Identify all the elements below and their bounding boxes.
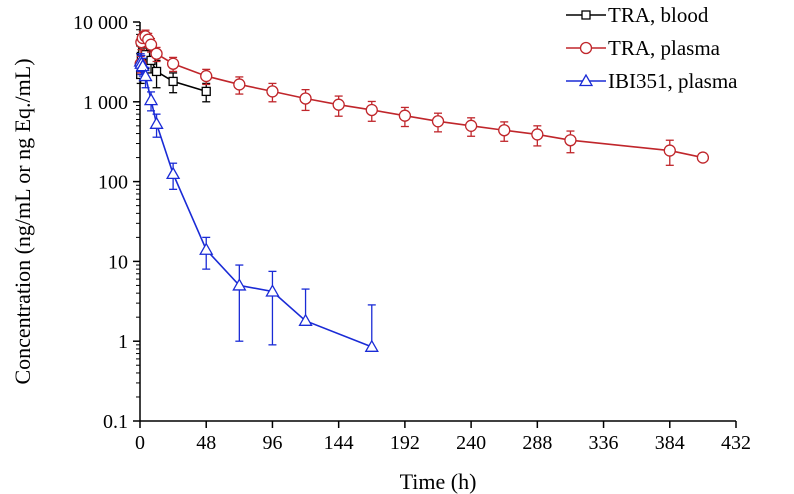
x-tick-label: 240 xyxy=(456,432,486,454)
data-point xyxy=(332,98,345,111)
x-tick-label: 0 xyxy=(135,432,145,454)
legend: TRA, blood TRA, plasma IBI351, plasma xyxy=(566,3,738,93)
x-tick-label: 96 xyxy=(262,432,282,454)
y-tick-label: 1 000 xyxy=(83,92,128,114)
data-point xyxy=(138,68,153,82)
legend-item: IBI351, plasma xyxy=(566,69,738,93)
legend-label: IBI351, plasma xyxy=(608,69,738,93)
data-point xyxy=(564,134,577,147)
series-triangle xyxy=(133,53,379,352)
data-point xyxy=(168,76,178,87)
series-layer xyxy=(133,29,710,352)
data-point xyxy=(298,313,313,326)
data-point xyxy=(166,57,180,70)
data-point xyxy=(143,92,159,106)
y-tick-label: 10 000 xyxy=(73,12,128,34)
data-point xyxy=(144,38,158,51)
data-point xyxy=(199,242,214,255)
x-tick-label: 384 xyxy=(655,432,685,454)
x-ticks: 0 48 96 144 192 240 288 336 384 432 xyxy=(135,421,751,454)
legend-marker xyxy=(578,73,594,87)
data-point xyxy=(696,151,710,164)
legend-label: TRA, blood xyxy=(608,3,709,27)
data-point xyxy=(201,86,211,97)
data-point xyxy=(663,144,676,157)
x-tick-label: 48 xyxy=(196,432,216,454)
x-tick-label: 192 xyxy=(390,432,420,454)
x-tick-label: 288 xyxy=(522,432,552,454)
data-point xyxy=(265,284,280,297)
data-point xyxy=(364,339,379,352)
y-tick-label: 0.1 xyxy=(103,411,128,433)
data-point xyxy=(149,116,164,129)
data-point xyxy=(165,166,181,180)
data-point xyxy=(398,109,412,122)
data-point xyxy=(299,92,312,105)
x-tick-label: 336 xyxy=(589,432,619,454)
legend-marker xyxy=(581,10,591,20)
y-tick-label: 1 xyxy=(118,331,128,353)
data-point xyxy=(365,103,378,117)
data-point xyxy=(233,78,246,91)
data-point xyxy=(431,115,445,128)
x-tick-label: 432 xyxy=(721,432,751,454)
data-point xyxy=(232,278,247,291)
y-tick-label: 100 xyxy=(98,172,128,194)
y-ticks: 0.1 1 10 100 1 000 10 000 xyxy=(73,12,140,433)
legend-marker xyxy=(579,41,593,55)
legend-item: TRA, plasma xyxy=(566,36,721,60)
y-tick-label: 10 xyxy=(108,251,128,273)
axes xyxy=(139,22,736,422)
data-point xyxy=(498,124,511,137)
data-point xyxy=(135,58,150,72)
data-point xyxy=(151,66,162,77)
legend-item: TRA, blood xyxy=(566,3,709,27)
y-axis-title: Concentration (ng/mL or ng Eq./mL) xyxy=(10,58,35,384)
legend-label: TRA, plasma xyxy=(608,36,721,60)
series-circle xyxy=(134,29,710,166)
data-point xyxy=(150,47,163,60)
data-point xyxy=(464,119,478,132)
data-point xyxy=(266,85,279,98)
x-tick-label: 144 xyxy=(324,432,354,454)
x-axis-title: Time (h) xyxy=(400,469,477,494)
data-point xyxy=(531,128,544,141)
data-point xyxy=(200,69,213,83)
